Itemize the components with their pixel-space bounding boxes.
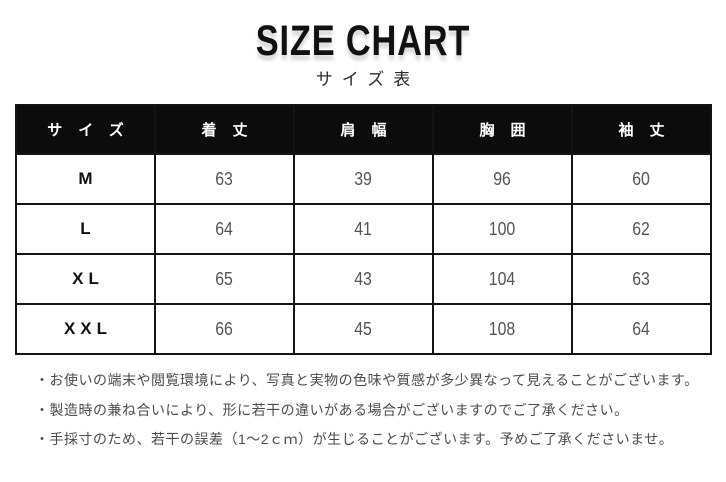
size-label: L	[15, 203, 156, 256]
measurement-cell: 65	[154, 253, 295, 306]
size-label-text: M	[78, 169, 98, 189]
measurement-value: 65	[215, 268, 234, 289]
table-body: M 63 39 96 60 L 64 41 100 62 XL 65 43 10…	[15, 153, 712, 356]
table-row-m: M 63 39 96 60	[15, 153, 712, 206]
measurement-value: 64	[215, 218, 234, 239]
col-header-size: サイズ	[15, 104, 156, 156]
measurement-value: 39	[354, 168, 373, 189]
measurement-cell: 64	[571, 303, 712, 356]
size-chart-table: サイズ 着丈 肩幅 胸囲 袖丈 M 63 39 96 60 L 64 41 10…	[15, 104, 712, 356]
col-header-body-length-label: 着丈	[201, 122, 264, 140]
table-header: サイズ 着丈 肩幅 胸囲 袖丈	[15, 104, 712, 156]
col-header-shoulder-width: 肩幅	[293, 104, 434, 156]
measurement-cell: 41	[293, 203, 434, 256]
col-header-sleeve-length: 袖丈	[571, 104, 712, 156]
col-header-size-label: サイズ	[47, 122, 140, 140]
measurement-cell: 64	[154, 203, 295, 256]
table-row-l: L 64 41 100 62	[15, 203, 712, 256]
measurement-cell: 60	[571, 153, 712, 206]
measurement-cell: 43	[293, 253, 434, 306]
page-subtitle-text: サイズ表	[315, 70, 420, 89]
disclaimer-notes: ・お使いの端末や閲覧環境により、写真と実物の色味や質感が多少異なって見えることが…	[35, 372, 726, 449]
measurement-cell: 100	[432, 203, 573, 256]
size-label: XL	[15, 253, 156, 306]
table-header-row: サイズ 着丈 肩幅 胸囲 袖丈	[15, 104, 712, 156]
table-row-xxl: XXL 66 45 108 64	[15, 303, 712, 356]
size-label-text: XXL	[63, 319, 113, 339]
size-label-text: XL	[72, 269, 104, 289]
col-header-body-length: 着丈	[154, 104, 295, 156]
measurement-cell: 108	[432, 303, 573, 356]
col-header-chest: 胸囲	[432, 104, 573, 156]
measurement-value: 41	[354, 218, 373, 239]
measurement-cell: 63	[571, 253, 712, 306]
measurement-value: 100	[489, 218, 516, 239]
measurement-value: 45	[354, 318, 373, 339]
measurement-value: 43	[354, 268, 373, 289]
page-title-text: SIZE CHART	[255, 17, 471, 65]
measurement-value: 63	[632, 268, 651, 289]
measurement-cell: 45	[293, 303, 434, 356]
measurement-cell: 66	[154, 303, 295, 356]
measurement-value: 60	[632, 168, 651, 189]
size-label: XXL	[15, 303, 156, 356]
note-measurement-tolerance: ・手採寸のため、若干の誤差（1～2ｃｍ）が生じることがございます。予めご了承くだ…	[35, 431, 674, 448]
measurement-cell: 62	[571, 203, 712, 256]
col-header-shoulder-width-label: 肩幅	[340, 122, 403, 140]
measurement-cell: 63	[154, 153, 295, 206]
measurement-cell: 104	[432, 253, 573, 306]
note-manufacturing-variance: ・製造時の兼ね合いにより、形に若干の違いがある場合がございますのでご了承ください…	[35, 401, 629, 418]
size-label-text: L	[80, 219, 96, 239]
page-subtitle: サイズ表	[0, 70, 726, 90]
table-row-xl: XL 65 43 104 63	[15, 253, 712, 306]
size-label: M	[15, 153, 156, 206]
measurement-cell: 39	[293, 153, 434, 206]
measurement-value: 104	[489, 268, 516, 289]
measurement-value: 62	[632, 218, 651, 239]
note-display-difference: ・お使いの端末や閲覧環境により、写真と実物の色味や質感が多少異なって見えることが…	[35, 372, 699, 389]
measurement-value: 66	[215, 318, 234, 339]
col-header-chest-label: 胸囲	[479, 122, 542, 140]
measurement-value: 64	[632, 318, 651, 339]
measurement-value: 96	[493, 168, 512, 189]
measurement-value: 108	[489, 318, 516, 339]
measurement-cell: 96	[432, 153, 573, 206]
col-header-sleeve-length-label: 袖丈	[618, 122, 681, 140]
page-title: SIZE CHART	[0, 0, 726, 63]
measurement-value: 63	[215, 168, 234, 189]
